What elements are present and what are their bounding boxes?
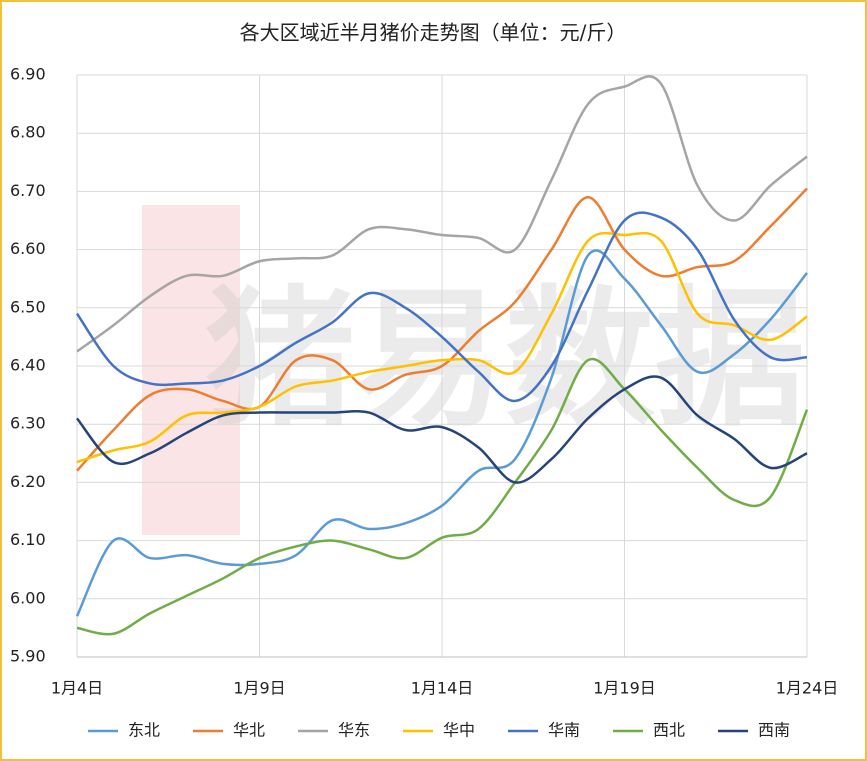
x-tick-label: 1月24日 <box>776 679 839 698</box>
legend-label: 华南 <box>548 721 580 740</box>
legend-label: 华东 <box>338 721 370 740</box>
watermark: 猪易数据 <box>205 273 805 447</box>
y-tick-label: 6.80 <box>10 123 46 142</box>
chart-title: 各大区域近半月猪价走势图（单位：元/斤） <box>240 21 627 45</box>
y-tick-label: 6.90 <box>10 65 46 84</box>
legend-label: 华中 <box>443 721 475 740</box>
legend-label: 东北 <box>128 721 160 740</box>
y-tick-label: 6.70 <box>10 181 46 200</box>
series-line <box>76 375 808 484</box>
legend-label: 华北 <box>233 721 265 740</box>
y-tick-label: 6.10 <box>10 530 46 549</box>
series-line <box>75 211 808 403</box>
y-tick-label: 6.20 <box>10 472 46 491</box>
series-line <box>76 187 808 472</box>
series-line <box>76 357 809 636</box>
y-tick-label: 6.50 <box>10 297 46 316</box>
series-line <box>76 75 808 353</box>
x-tick-label: 1月4日 <box>51 679 103 698</box>
x-tick-label: 1月14日 <box>411 679 474 698</box>
series-line <box>76 231 808 464</box>
series-line <box>75 249 808 617</box>
x-tick-label: 1月19日 <box>593 679 656 698</box>
y-tick-label: 6.00 <box>10 588 46 607</box>
y-tick-label: 6.60 <box>10 239 46 258</box>
y-tick-label: 6.40 <box>10 356 46 375</box>
y-tick-label: 6.30 <box>10 414 46 433</box>
watermark-logo <box>142 205 240 535</box>
legend-label: 西南 <box>758 721 790 740</box>
y-tick-label: 5.90 <box>10 647 46 666</box>
x-tick-label: 1月9日 <box>233 679 285 698</box>
legend-label: 西北 <box>653 721 685 740</box>
